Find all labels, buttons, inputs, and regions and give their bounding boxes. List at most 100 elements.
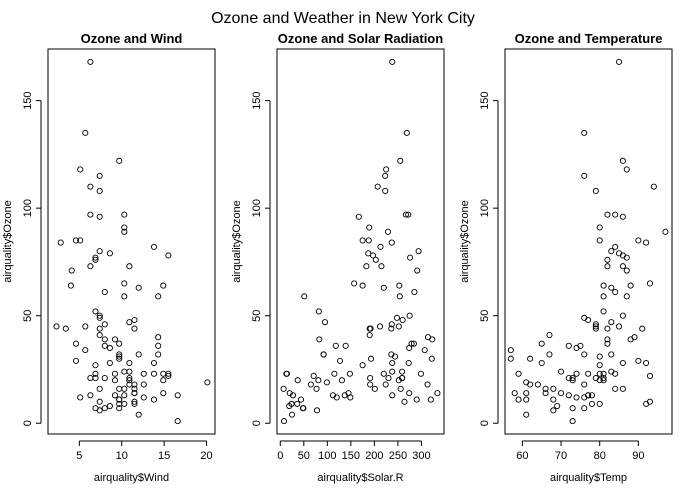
data-point (126, 375, 133, 382)
data-point (116, 340, 123, 347)
data-point (121, 280, 128, 287)
y-tick-label: 100 (22, 199, 34, 217)
data-point (380, 370, 387, 377)
data-point (573, 370, 580, 377)
data-point (569, 405, 576, 412)
data-point (82, 323, 89, 330)
data-point (389, 392, 396, 399)
plot-frame (504, 48, 673, 435)
data-point (565, 392, 572, 399)
data-point (87, 58, 94, 65)
data-point (372, 256, 379, 263)
data-point (96, 407, 103, 414)
data-point (558, 390, 565, 397)
data-point (68, 267, 75, 274)
data-point (581, 129, 588, 136)
data-point (155, 351, 162, 358)
data-point (87, 375, 94, 382)
data-point (87, 392, 94, 399)
data-point (596, 237, 603, 244)
data-point (116, 353, 123, 360)
data-point (612, 385, 619, 392)
data-point (383, 166, 390, 173)
y-tick-label: 100 (479, 199, 491, 217)
data-point (116, 396, 123, 403)
data-point (121, 385, 128, 392)
data-point (111, 336, 119, 343)
data-point (615, 323, 623, 330)
data-point (121, 392, 128, 399)
data-point (569, 418, 576, 425)
data-point (608, 248, 615, 255)
data-point (96, 385, 103, 392)
data-point (639, 325, 646, 332)
data-point (414, 267, 421, 274)
data-point (131, 400, 138, 407)
data-point (366, 332, 373, 339)
data-point (527, 355, 534, 362)
data-point (365, 237, 372, 244)
plot-frame (47, 48, 216, 435)
data-point (421, 347, 428, 354)
data-point (417, 370, 424, 377)
data-point (111, 377, 119, 384)
data-point (116, 351, 123, 358)
data-point (596, 362, 603, 369)
data-point (608, 351, 615, 358)
data-point (534, 381, 541, 388)
scatter-points (507, 58, 669, 425)
y-tick-label: 0 (251, 420, 263, 426)
data-point (96, 325, 103, 332)
data-point (523, 411, 530, 418)
data-point (351, 280, 358, 287)
y-tick-label: 150 (479, 91, 491, 109)
x-tick-label: 90 (632, 450, 644, 462)
y-tick-label: 50 (479, 310, 491, 322)
data-point (313, 385, 320, 392)
data-point (376, 323, 384, 330)
data-point (165, 370, 172, 377)
data-point (399, 368, 406, 375)
data-point (592, 323, 599, 330)
x-tick-label: 20 (200, 450, 212, 462)
data-point (407, 254, 414, 261)
x-tick-label: 15 (158, 450, 170, 462)
data-point (608, 368, 615, 375)
data-point (106, 359, 113, 367)
data-point (403, 129, 410, 136)
data-point (573, 394, 580, 401)
data-point (377, 243, 384, 250)
data-point (650, 183, 657, 190)
data-point (604, 256, 611, 263)
figure-title: Ozone and Weather in New York City (211, 10, 475, 27)
data-point (342, 342, 349, 349)
data-point (87, 211, 94, 218)
data-point (329, 392, 337, 399)
data-point (389, 368, 396, 375)
data-point (96, 213, 103, 220)
data-point (368, 355, 375, 362)
data-point (623, 293, 630, 300)
data-point (385, 375, 392, 382)
data-point (121, 400, 128, 407)
data-point (301, 293, 308, 300)
data-point (643, 400, 650, 407)
y-axis-label: airquality$Ozone (459, 200, 471, 283)
data-point (600, 370, 607, 377)
data-point (315, 377, 322, 384)
y-tick-label: 50 (22, 310, 34, 322)
data-point (96, 248, 103, 255)
data-point (96, 398, 103, 405)
data-point (62, 325, 69, 332)
data-point (310, 372, 317, 379)
data-point (558, 368, 565, 375)
data-point (297, 396, 305, 403)
data-point (428, 355, 435, 362)
data-point (87, 183, 94, 190)
data-point (374, 183, 381, 190)
data-point (96, 312, 103, 319)
data-point (424, 381, 431, 388)
x-axis-label: airquality$Wind (94, 472, 169, 484)
x-tick-label: 60 (516, 450, 528, 462)
